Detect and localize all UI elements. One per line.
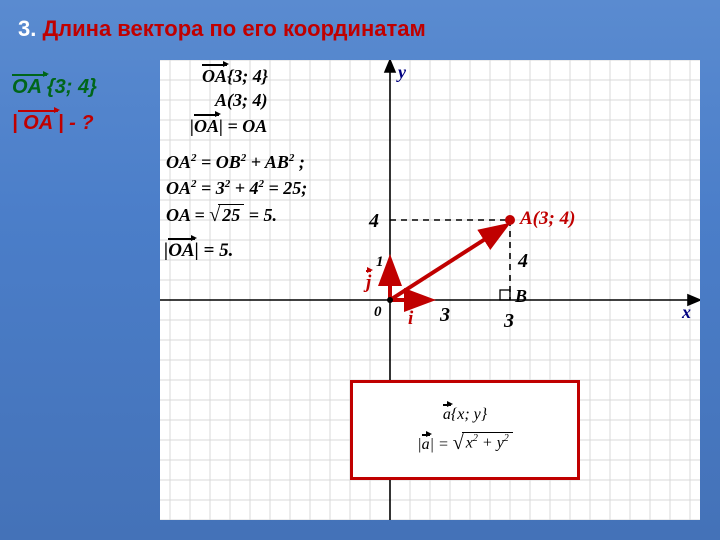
vector-OA-arrow: OA [12, 76, 47, 98]
slide-title: 3. Длина вектора по его координатам [18, 14, 426, 44]
unit-vector-j: j [366, 272, 371, 294]
tick-x3: 3 [440, 304, 450, 327]
label-below-3: 3 [504, 310, 514, 333]
formula-box: a{x; y} |a| = √x2 + y2 [350, 380, 580, 480]
eq-pythagoras: OA2 = OB2 + AB2 ; [166, 152, 305, 173]
tick-one: 1 [376, 254, 384, 271]
tick-y4: 4 [369, 210, 379, 233]
label-side-4: 4 [518, 250, 528, 273]
y-axis-label: y [398, 62, 406, 83]
graph-area: x y 0 1 4 3 3 4 A(3; 4) B i j OA{3; 4} A… [160, 60, 700, 520]
eq-OA-coords: OA{3; 4} [202, 66, 268, 87]
formula-vector-def: a{x; y} [443, 406, 487, 424]
eq-result: |OA| = 5. [164, 240, 233, 262]
sidebar-vector-coords: OA {3; 4} [12, 76, 97, 99]
vector-OA-arrow: OA [18, 112, 58, 134]
title-number: 3. [18, 16, 36, 41]
unit-vector-i: i [408, 308, 413, 330]
sidebar-magnitude-question: | OA | - ? [12, 112, 94, 135]
eq-substituted: OA2 = 32 + 42 = 25; [166, 178, 307, 199]
point-B-label: B [515, 286, 527, 307]
origin-label: 0 [374, 304, 382, 321]
title-text: Длина вектора по его координатам [42, 16, 425, 41]
x-axis-label: x [682, 302, 691, 323]
eq-sqrt: OA = √25 = 5. [166, 204, 277, 227]
eq-A-point: A(3; 4) [215, 90, 268, 111]
formula-magnitude: |a| = √x2 + y2 [417, 432, 513, 455]
point-A-label: A(3; 4) [520, 208, 575, 230]
eq-mag-eq-OA: |OA| = OA [190, 116, 267, 137]
